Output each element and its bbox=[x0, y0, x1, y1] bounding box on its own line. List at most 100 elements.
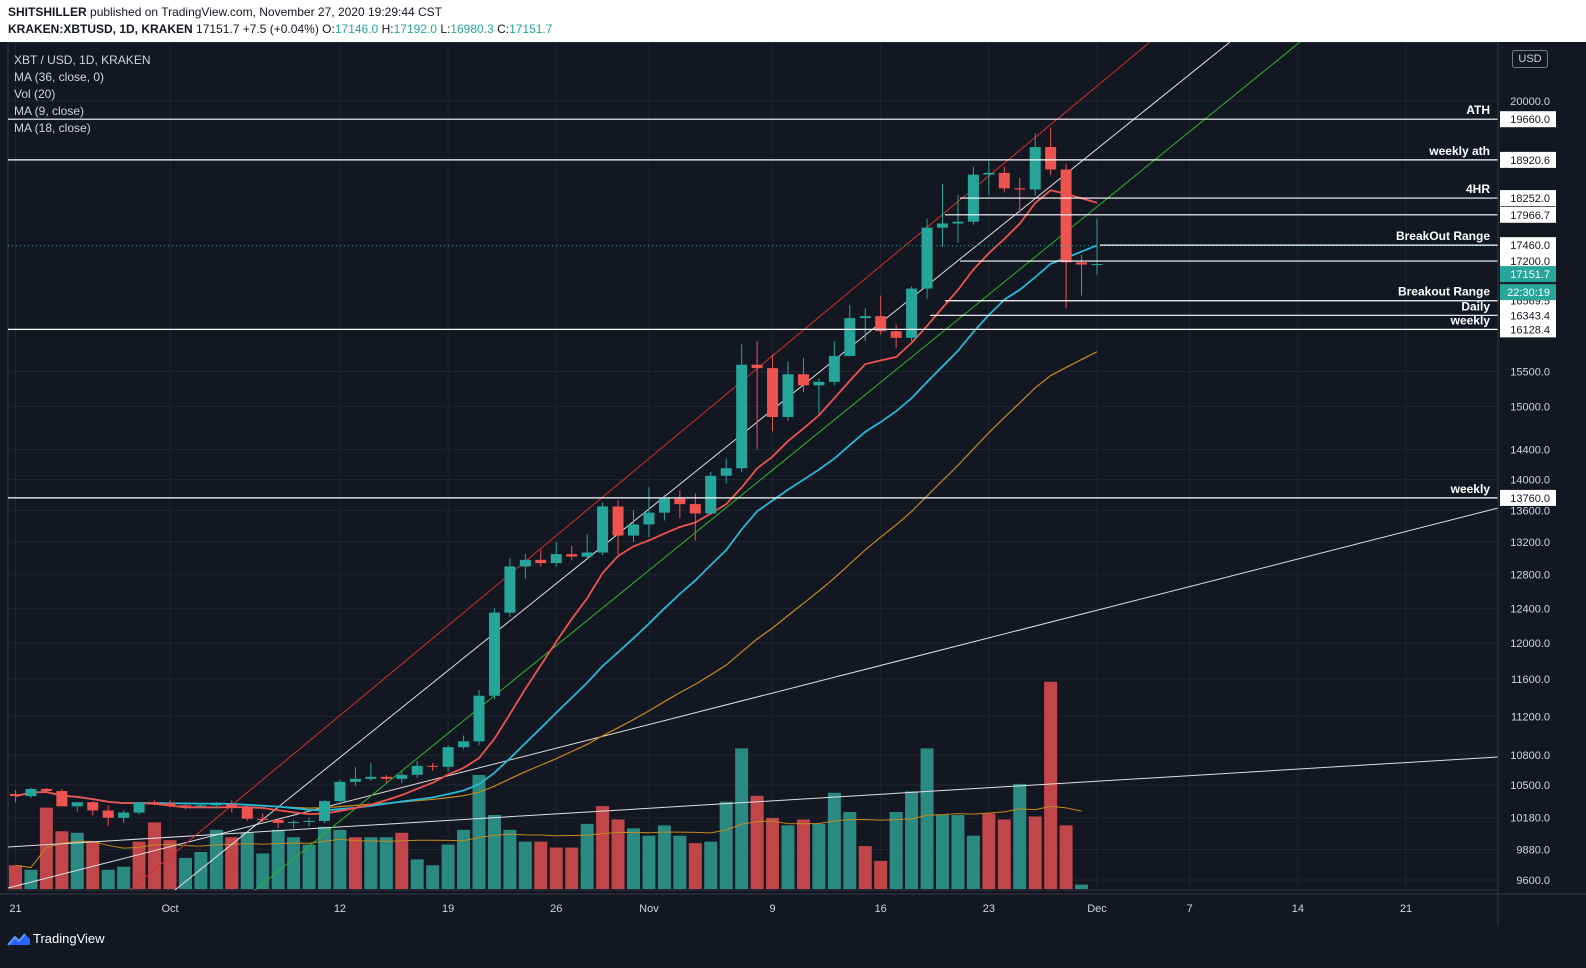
volume-bar bbox=[596, 806, 610, 889]
candle-body bbox=[303, 820, 315, 822]
candle-body bbox=[937, 223, 948, 228]
low-value: 16980.3 bbox=[450, 22, 494, 36]
y-tick-label: 14000.0 bbox=[1510, 475, 1550, 487]
volume-bar bbox=[920, 748, 934, 889]
volume-bar bbox=[1044, 681, 1058, 889]
level-price-tag bbox=[1500, 151, 1556, 168]
level-price-label: 17966.7 bbox=[1510, 210, 1550, 222]
volume-bar bbox=[781, 825, 795, 889]
candle-body bbox=[921, 227, 933, 289]
trendline-flat bbox=[7, 756, 1499, 848]
candle-body bbox=[164, 803, 176, 806]
candle-body bbox=[442, 747, 454, 767]
candle-body bbox=[427, 765, 439, 767]
volume-bar bbox=[302, 844, 316, 889]
candles bbox=[10, 127, 1103, 829]
volume-bar bbox=[657, 825, 671, 889]
x-tick-label: 7 bbox=[1187, 903, 1193, 915]
candle-body bbox=[10, 794, 21, 797]
y-tick-label: 10500.0 bbox=[1510, 780, 1550, 792]
volume-bar bbox=[642, 835, 656, 889]
level-price-label: 18920.6 bbox=[1510, 155, 1550, 167]
candle-body bbox=[828, 355, 840, 382]
y-tick-label: 10800.0 bbox=[1510, 750, 1550, 762]
volume-bar bbox=[982, 813, 996, 889]
level-price-label: 17460.0 bbox=[1510, 240, 1550, 252]
volume-bar bbox=[735, 748, 749, 889]
candle-body bbox=[1076, 262, 1088, 265]
level-label: weekly ath bbox=[1428, 144, 1490, 158]
volume-bar bbox=[318, 826, 331, 889]
level-price-label: 18252.0 bbox=[1510, 193, 1550, 205]
candle-body bbox=[118, 812, 130, 818]
x-tick-label: 14 bbox=[1292, 903, 1304, 915]
candle-body bbox=[334, 781, 346, 802]
candle-body bbox=[56, 790, 68, 807]
tradingview-logo-icon[interactable] bbox=[6, 929, 32, 949]
candle-body bbox=[411, 765, 423, 775]
countdown-tag bbox=[1500, 284, 1556, 301]
volume-bar bbox=[534, 841, 548, 889]
tradingview-brand[interactable]: TradingView bbox=[33, 931, 105, 946]
candle-body bbox=[998, 172, 1010, 189]
x-tick-label: 19 bbox=[442, 903, 454, 915]
level-label: ATH bbox=[1466, 103, 1490, 117]
trendline-red bbox=[129, 42, 1151, 891]
volume-bar bbox=[766, 817, 780, 889]
symbol-info: KRAKEN:XBTUSD, 1D, KRAKEN 17151.7 +7.5 (… bbox=[8, 22, 552, 36]
chart-legend: XBT / USD, 1D, KRAKEN MA (36, close, 0) … bbox=[14, 52, 150, 137]
volume-bar bbox=[86, 841, 100, 889]
volume-bar bbox=[858, 846, 872, 889]
x-tick-label: 23 bbox=[983, 903, 995, 915]
volume-bar bbox=[704, 841, 718, 889]
legend-title: XBT / USD, 1D, KRAKEN bbox=[14, 53, 151, 67]
y-tick-label: 12000.0 bbox=[1510, 638, 1550, 650]
trendline-green bbox=[254, 42, 1301, 891]
candle-body bbox=[149, 802, 161, 804]
volume-bar bbox=[1028, 816, 1042, 889]
price-chart[interactable]: ATH 19660.0 weekly ath 18920.6 4HR 18252.0 179… bbox=[0, 42, 1586, 925]
candle-body bbox=[179, 805, 191, 807]
candle-body bbox=[87, 802, 99, 811]
volume-bar bbox=[24, 869, 38, 889]
legend-ma36[interactable]: MA (36, close, 0) bbox=[14, 70, 105, 84]
volume-bar bbox=[997, 819, 1011, 889]
grid bbox=[7, 42, 1499, 891]
legend-vol[interactable]: Vol (20) bbox=[14, 87, 56, 101]
x-tick-label: 21 bbox=[9, 903, 21, 915]
volume-bar bbox=[688, 843, 702, 889]
axes: 9600.0 9880.0 10180.0 10500.0 10800.0 11200.0… bbox=[0, 42, 1586, 925]
candle-body bbox=[643, 512, 655, 525]
x-tick-label: Oct bbox=[161, 903, 178, 915]
level-price-tag bbox=[1500, 206, 1556, 223]
currency-button[interactable]: USD bbox=[1512, 50, 1548, 68]
candle-body bbox=[210, 804, 222, 806]
level-label: BreakOut Range bbox=[1396, 229, 1490, 243]
publisher-name[interactable]: SHITSHILLER bbox=[8, 5, 87, 19]
publish-text: published on TradingView.com, November 2… bbox=[90, 5, 443, 19]
candle-body bbox=[782, 374, 794, 417]
volume-bar bbox=[364, 837, 378, 889]
volume-bar bbox=[827, 792, 841, 889]
x-tick-label: Dec bbox=[1087, 903, 1107, 915]
volume-bar bbox=[148, 822, 162, 889]
candle-body bbox=[71, 802, 83, 807]
candle-body bbox=[473, 695, 485, 742]
trend-lines bbox=[7, 42, 1499, 891]
y-tick-label: 10180.0 bbox=[1510, 813, 1550, 825]
candle-body bbox=[40, 788, 52, 791]
legend-ma18[interactable]: MA (18, close) bbox=[14, 121, 91, 135]
candle-body bbox=[952, 221, 964, 224]
candle-body bbox=[504, 566, 516, 613]
legend-ma9[interactable]: MA (9, close) bbox=[14, 104, 85, 118]
y-tick-label: 11600.0 bbox=[1511, 674, 1550, 686]
high-label: H: bbox=[381, 22, 394, 36]
candle-body bbox=[890, 331, 902, 338]
horizontal-levels: ATH 19660.0 weekly ath 18920.6 4HR 18252.0 179… bbox=[8, 103, 1556, 506]
volume-bar bbox=[549, 847, 563, 889]
candle-body bbox=[859, 316, 871, 319]
level-price-label: 17200.0 bbox=[1510, 256, 1550, 268]
level-label: 4HR bbox=[1466, 182, 1490, 196]
candle-body bbox=[380, 776, 392, 779]
volume-bar bbox=[410, 859, 424, 889]
